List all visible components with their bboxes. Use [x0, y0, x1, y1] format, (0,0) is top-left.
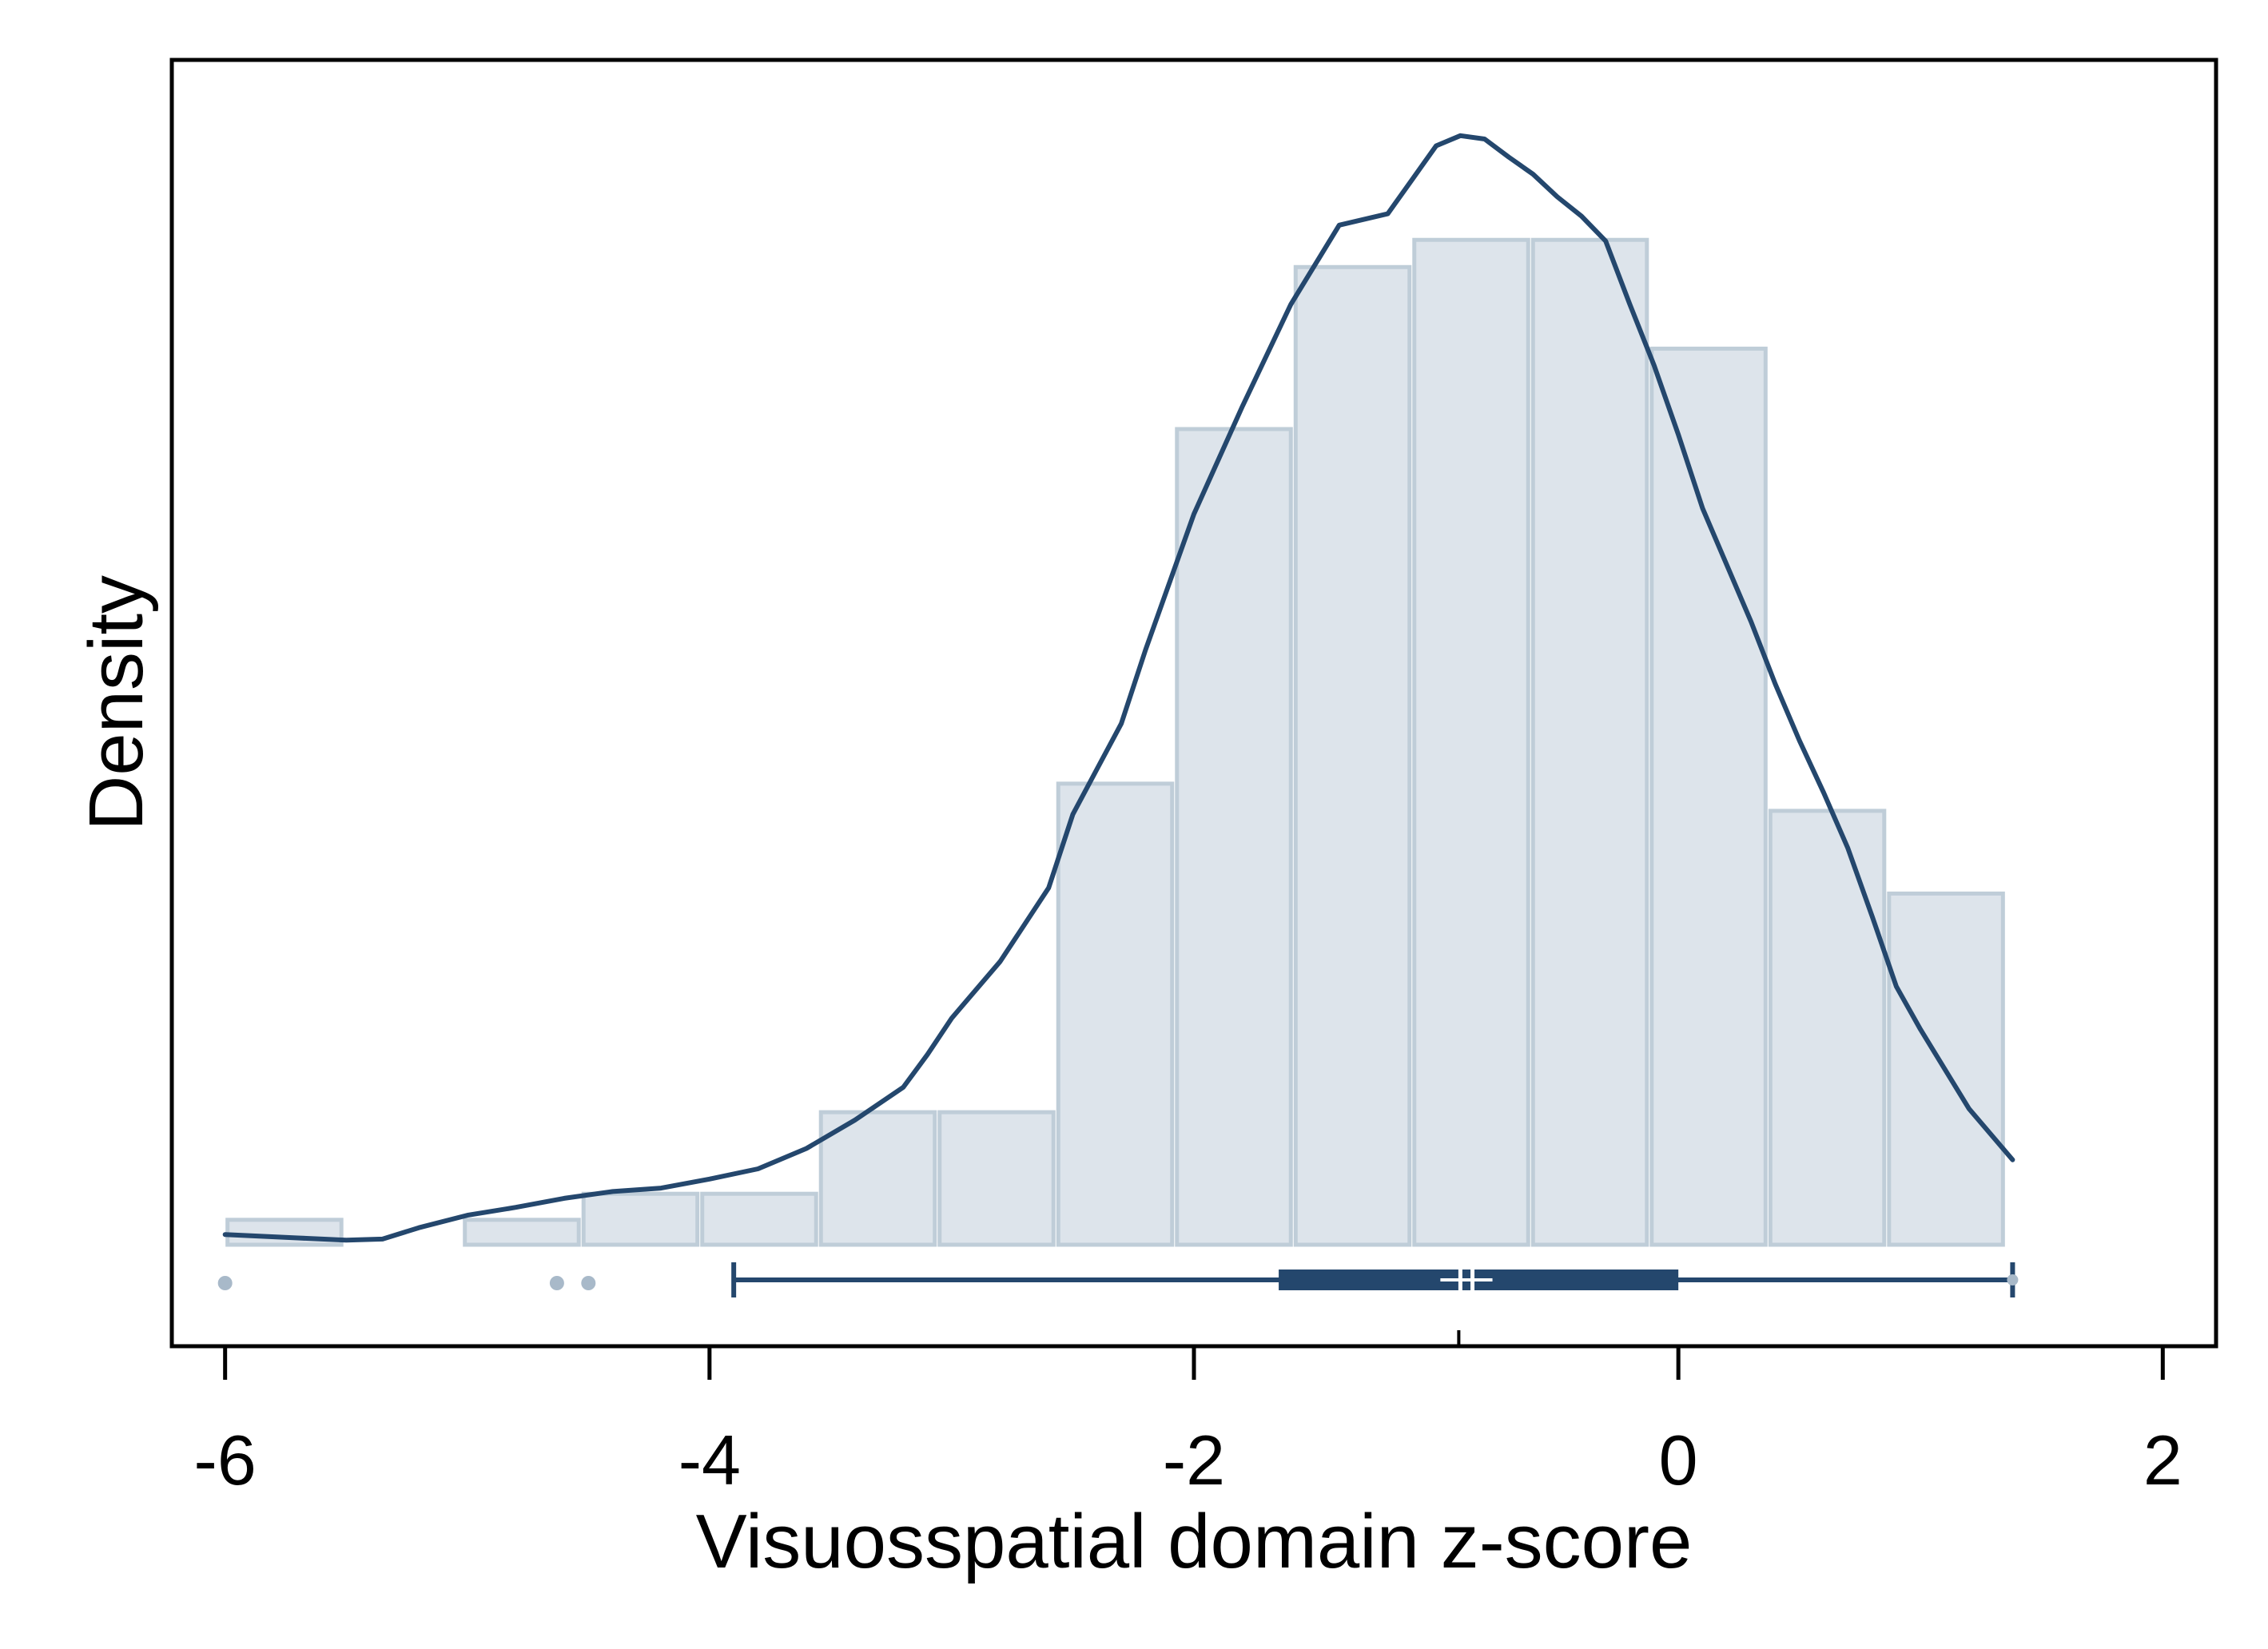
histogram-bar [1412, 237, 1530, 1247]
boxplot [217, 1262, 2019, 1297]
histogram-bar [463, 1218, 581, 1247]
histogram-bar [1768, 809, 1887, 1247]
boxplot-outlier [217, 1276, 233, 1290]
histogram-bar [1293, 264, 1412, 1247]
boxplot-outlier [549, 1276, 564, 1290]
histogram-bar [818, 1110, 937, 1247]
x-axis: -6 -4 -2 0 2 [194, 1330, 2182, 1500]
histogram-bar [1649, 346, 1768, 1247]
y-axis-title: Density [74, 575, 159, 831]
histogram-bar [581, 1191, 700, 1247]
histogram-bars [225, 237, 2005, 1247]
x-tick-label: -4 [678, 1421, 741, 1500]
histogram-bar [1530, 237, 1649, 1247]
boxplot-outlier [2007, 1274, 2019, 1285]
boxplot-outlier [581, 1276, 596, 1290]
density-curve-group [222, 133, 2015, 1243]
x-tick-label: -2 [1163, 1421, 1225, 1500]
density-curve [222, 133, 2015, 1243]
histogram-bar [700, 1191, 818, 1247]
histogram-bar [1056, 781, 1175, 1247]
histogram-bar [937, 1110, 1056, 1247]
x-tick-label: 0 [1659, 1421, 1698, 1500]
x-axis-title: Visuosspatial domain z-score [696, 1499, 1693, 1584]
x-tick-label: 2 [2143, 1421, 2182, 1500]
x-tick-label: -6 [194, 1421, 257, 1500]
histogram-bar [1175, 427, 1293, 1247]
